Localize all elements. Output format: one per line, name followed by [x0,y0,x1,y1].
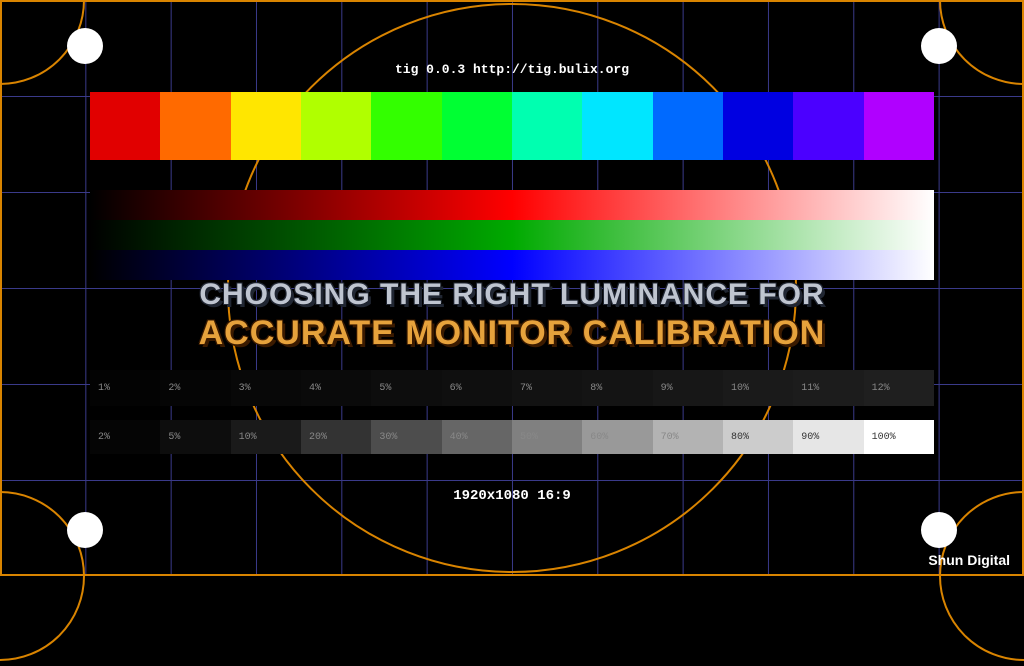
gray-scale-cell: 100% [864,420,934,454]
spectrum-swatch-8 [653,92,723,160]
gray-scale: 2%5%10%20%30%40%50%60%70%80%90%100% [90,420,934,454]
headline-line1: CHOOSING THE RIGHT LUMINANCE FOR [0,278,1024,312]
spectrum-swatch-0 [90,92,160,160]
dark-scale-cell: 3% [231,370,301,406]
ramp-red [90,190,934,220]
spectrum-swatch-7 [582,92,652,160]
dark-scale-cell: 2% [160,370,230,406]
spectrum-swatch-9 [723,92,793,160]
dark-scale-cell: 8% [582,370,652,406]
corner-dot-bl [67,512,103,548]
corner-dot-tr [921,28,957,64]
corner-dot-tl [67,28,103,64]
spectrum-swatch-6 [512,92,582,160]
headline-line2: ACCURATE MONITOR CALIBRATION [0,314,1024,353]
dark-scale-cell: 5% [371,370,441,406]
gray-scale-cell: 30% [371,420,441,454]
gray-scale-cell: 60% [582,420,652,454]
dark-scale-cell: 7% [512,370,582,406]
spectrum-swatch-10 [793,92,863,160]
gray-scale-cell: 90% [793,420,863,454]
spectrum-bar [90,92,934,160]
version-text: tig 0.0.3 http://tig.bulix.org [395,62,629,77]
spectrum-swatch-3 [301,92,371,160]
spectrum-swatch-2 [231,92,301,160]
dark-scale: 1%2%3%4%5%6%7%8%9%10%11%12% [90,370,934,406]
gray-scale-cell: 20% [301,420,371,454]
ramp-green [90,220,934,250]
dark-scale-cell: 11% [793,370,863,406]
ramp-blue [90,250,934,280]
gray-scale-cell: 10% [231,420,301,454]
gray-scale-cell: 2% [90,420,160,454]
spectrum-swatch-5 [442,92,512,160]
gray-scale-cell: 5% [160,420,230,454]
headline: CHOOSING THE RIGHT LUMINANCE FOR ACCURAT… [0,278,1024,353]
gray-scale-cell: 80% [723,420,793,454]
spectrum-swatch-4 [371,92,441,160]
gray-scale-cell: 70% [653,420,723,454]
dark-scale-cell: 6% [442,370,512,406]
gray-scale-cell: 50% [512,420,582,454]
dark-scale-cell: 4% [301,370,371,406]
dark-scale-cell: 10% [723,370,793,406]
corner-dot-br [921,512,957,548]
dark-scale-cell: 1% [90,370,160,406]
watermark: Shun Digital [928,552,1010,568]
dark-scale-cell: 9% [653,370,723,406]
dark-scale-cell: 12% [864,370,934,406]
spectrum-swatch-1 [160,92,230,160]
rgb-ramps [90,190,934,280]
spectrum-swatch-11 [864,92,934,160]
gray-scale-cell: 40% [442,420,512,454]
resolution-text: 1920x1080 16:9 [453,488,571,504]
